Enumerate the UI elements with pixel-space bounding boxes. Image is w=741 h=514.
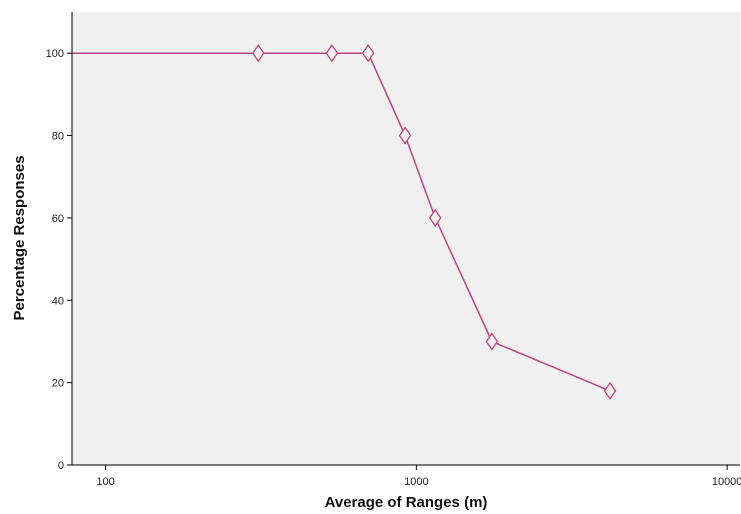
- data-point-diamond: [428, 208, 442, 228]
- data-point-diamond: [361, 44, 375, 63]
- series-layer: [72, 44, 617, 401]
- y-tick-label: 100: [46, 48, 64, 60]
- x-tick-label: 10000: [712, 476, 741, 488]
- series-line: [72, 52, 611, 392]
- plot-area: [72, 12, 740, 465]
- ticks-layer: 0 20 40 60 80 100 100 1000 10000: [46, 48, 741, 488]
- y-tick-label: 20: [52, 378, 64, 390]
- x-tick-label: 100: [96, 476, 114, 488]
- y-tick-label: 60: [52, 213, 64, 225]
- data-point-diamond: [603, 381, 617, 401]
- y-axis-title: Percentage Responses: [11, 155, 28, 320]
- data-point-diamond: [251, 44, 265, 63]
- data-point-diamond: [325, 44, 339, 63]
- y-tick-label: 40: [52, 295, 64, 307]
- x-axis-title: Average of Ranges (m): [325, 494, 488, 511]
- data-point-diamond: [398, 126, 412, 145]
- y-tick-label: 80: [52, 131, 64, 143]
- x-tick-label: 1000: [404, 476, 428, 488]
- axes-layer: [71, 12, 740, 466]
- y-tick-label: 0: [58, 460, 64, 472]
- data-point-diamond: [485, 332, 499, 351]
